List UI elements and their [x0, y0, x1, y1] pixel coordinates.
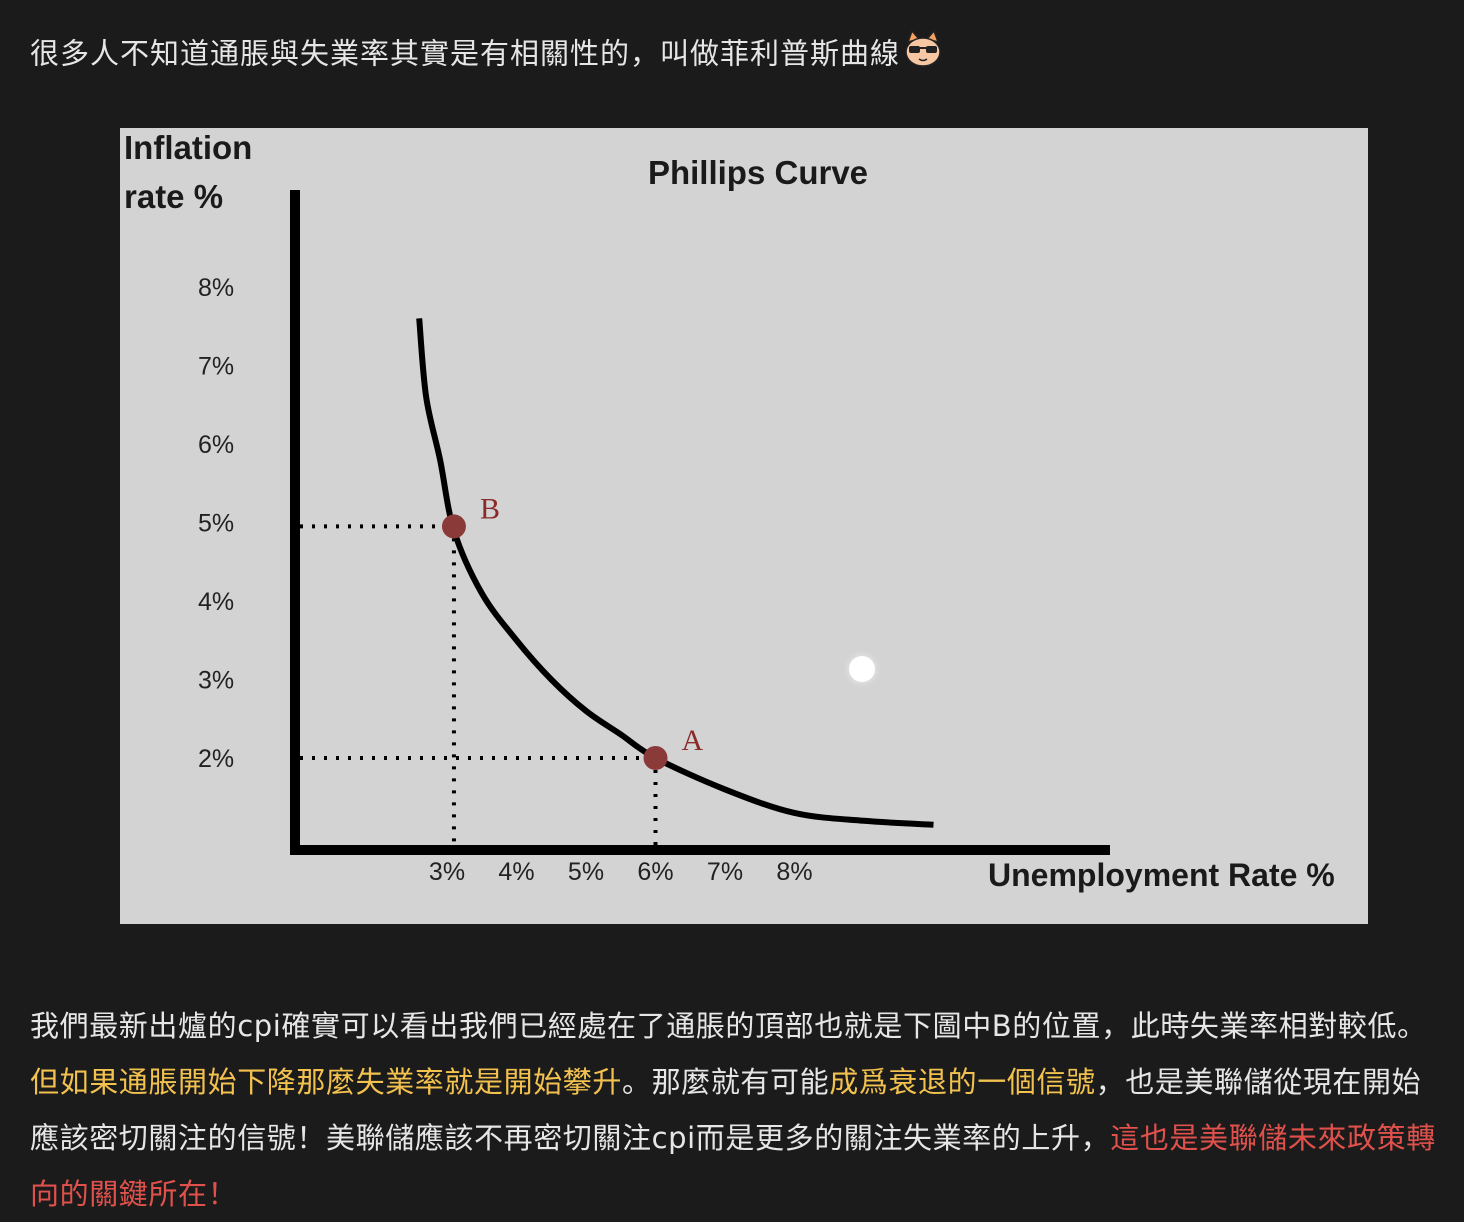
chart-title: Phillips Curve — [648, 154, 868, 191]
post-intro-text: 很多人不知道通脹與失業率其實是有相關性的，叫做菲利普斯曲線 — [30, 36, 901, 71]
cool-cat-emoji-icon — [902, 28, 944, 83]
y-tick-label: 3% — [198, 667, 234, 695]
y-tick-label: 4% — [198, 588, 234, 616]
y-axis-label-line1: Inflation — [124, 129, 252, 166]
x-tick-label: 4% — [498, 858, 534, 886]
x-tick-label: 6% — [637, 858, 673, 886]
y-tick-label: 6% — [198, 431, 234, 459]
y-axis-label-line2: rate % — [124, 178, 223, 215]
y-tick-label: 8% — [198, 274, 234, 302]
paragraph-segment-normal: 我們最新出爐的cpi確實可以看出我們已經處在了通脹的頂部也就是下圖中B的位置，此… — [30, 1009, 1427, 1043]
x-tick-label: 7% — [707, 858, 743, 886]
post-intro-line: 很多人不知道通脹與失業率其實是有相關性的，叫做菲利普斯曲線 — [30, 28, 944, 83]
y-tick-label: 7% — [198, 353, 234, 381]
x-tick-label: 3% — [429, 858, 465, 886]
x-tick-label: 5% — [568, 858, 604, 886]
point-label-b: B — [480, 492, 500, 525]
y-tick-label: 2% — [198, 745, 234, 773]
point-marker-b — [441, 514, 466, 539]
paragraph-segment-normal: ，也是美聯儲從現在開始應該密切關注的信號！美聯儲應該不再密切關注cpi而是更多的… — [30, 1065, 1422, 1155]
paragraph-segment-yellow: 但如果通脹開始下降那麼失業率就是開始攀升 — [30, 1065, 623, 1099]
phillips-curve-line — [416, 318, 934, 828]
point-marker-a — [643, 746, 668, 770]
point-label-a: A — [682, 724, 704, 757]
x-tick-label: 8% — [776, 858, 812, 886]
paragraph-segment-yellow: 成爲衰退的一個信號 — [829, 1065, 1096, 1099]
post-paragraph: 我們最新出爐的cpi確實可以看出我們已經處在了通脹的頂部也就是下圖中B的位置，此… — [30, 998, 1450, 1222]
y-tick-label: 5% — [198, 510, 234, 538]
white-cursor-dot — [849, 656, 875, 682]
phillips-curve-chart: Inflation rate % Phillips Curve Unemploy… — [120, 128, 1368, 924]
paragraph-segment-normal: 。那麼就有可能 — [622, 1065, 830, 1099]
x-axis-label: Unemployment Rate % — [988, 857, 1335, 893]
phillips-curve-svg: Inflation rate % Phillips Curve Unemploy… — [124, 129, 1335, 893]
